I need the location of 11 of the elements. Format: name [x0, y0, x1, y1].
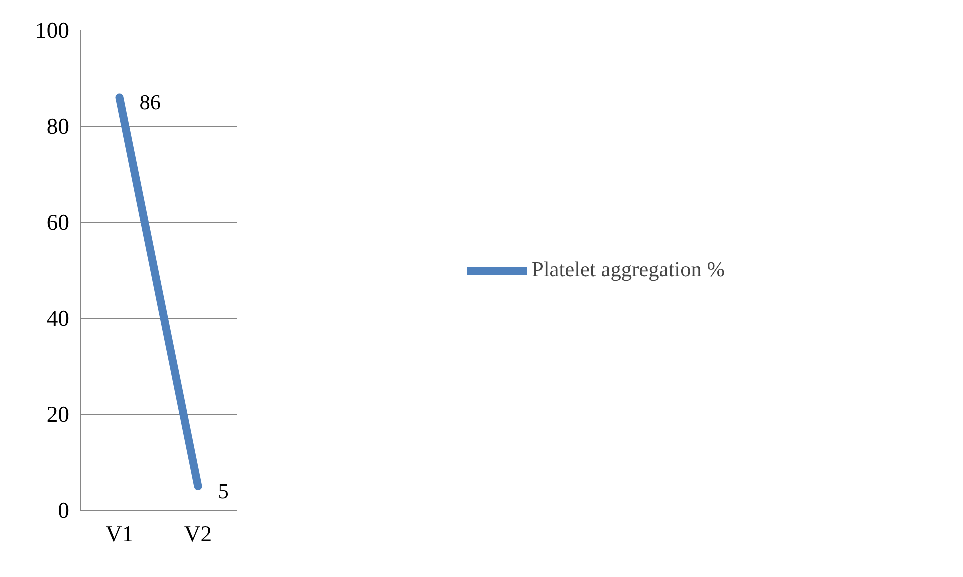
- data-label: 86: [140, 90, 162, 115]
- y-tick-label: 0: [58, 498, 70, 523]
- x-tick-label: V2: [184, 522, 212, 546]
- y-tick-label: 20: [46, 402, 70, 427]
- legend-label: Platelet aggregation %: [532, 258, 726, 282]
- y-tick-label: 60: [46, 210, 70, 235]
- y-tick-label: 100: [36, 18, 70, 43]
- y-tick-label: 40: [46, 306, 70, 331]
- x-tick-label: V1: [106, 522, 134, 546]
- data-label: 5: [218, 480, 229, 504]
- y-tick-label: 80: [46, 114, 70, 139]
